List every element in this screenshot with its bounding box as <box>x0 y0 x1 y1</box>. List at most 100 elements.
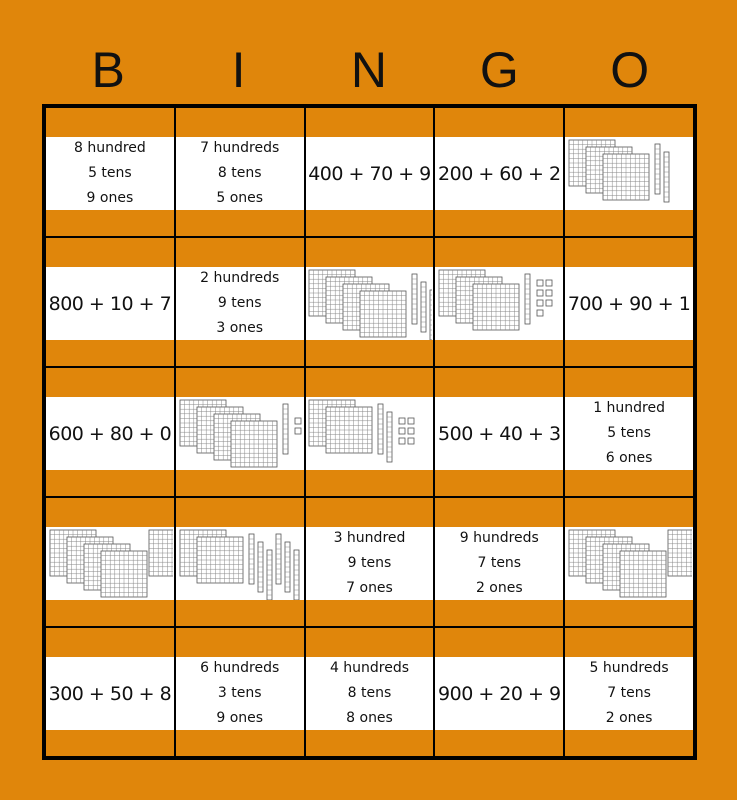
cell-n4[interactable]: 3 hundred 9 tens 7 ones <box>304 497 435 627</box>
header-letter-o: O <box>610 42 650 98</box>
cell-n5[interactable]: 4 hundreds 8 tens 8 ones <box>304 627 435 757</box>
cell-content <box>46 527 174 600</box>
cell-text-line: 6 ones <box>605 450 653 466</box>
hundred-flat <box>148 529 173 576</box>
cell-expression: 400 + 70 + 9 <box>308 162 431 185</box>
base-ten-blocks-image <box>309 269 433 340</box>
cell-content: 400 + 70 + 9 <box>305 137 434 210</box>
hundred-flat <box>667 529 693 576</box>
ten-rod <box>430 289 433 340</box>
cell-content <box>305 267 434 340</box>
cell-text-line: 8 tens <box>347 685 392 701</box>
cell-expression: 200 + 60 + 2 <box>438 162 561 185</box>
cell-g3[interactable]: 500 + 40 + 3 <box>434 367 565 497</box>
ten-rod <box>248 533 255 584</box>
one-cube <box>408 437 415 444</box>
cell-b4[interactable] <box>45 497 175 627</box>
ten-rod <box>421 281 427 332</box>
cell-b1[interactable]: 8 hundred 5 tens 9 ones <box>45 107 175 237</box>
one-cube <box>294 417 302 424</box>
cell-content: 800 + 10 + 7 <box>46 267 174 340</box>
base-ten-blocks-image <box>568 139 670 202</box>
one-cube <box>545 299 553 306</box>
cell-text-line: 3 tens <box>217 685 262 701</box>
cell-expression: 800 + 10 + 7 <box>48 292 172 315</box>
base-ten-blocks-image <box>438 269 553 330</box>
cell-content <box>435 267 564 340</box>
cell-content <box>565 527 693 600</box>
cell-text-line: 8 ones <box>346 710 393 726</box>
cell-expression: 600 + 80 + 0 <box>48 422 172 445</box>
one-cube <box>408 417 415 424</box>
one-cube <box>536 309 544 316</box>
cell-o2[interactable]: 700 + 90 + 1 <box>564 237 694 367</box>
cell-content: 7 hundreds 8 tens 5 ones <box>175 137 304 210</box>
cell-content: 200 + 60 + 2 <box>435 137 564 210</box>
base-ten-blocks-image <box>49 529 173 597</box>
cell-n3[interactable] <box>304 367 435 497</box>
hundred-flat <box>230 420 278 467</box>
cell-g5[interactable]: 900 + 20 + 9 <box>434 627 565 757</box>
hundred-flat <box>472 283 520 330</box>
cell-text-line: 8 hundred <box>73 140 146 156</box>
cell-i4[interactable] <box>174 497 305 627</box>
cell-n1[interactable]: 400 + 70 + 9 <box>304 107 435 237</box>
header-letter-n: N <box>350 42 388 98</box>
header-letter-g: G <box>479 42 519 98</box>
cell-text-line: 9 hundreds <box>459 530 539 546</box>
cell-b3[interactable]: 600 + 80 + 0 <box>45 367 175 497</box>
one-cube <box>536 289 544 296</box>
one-cube <box>294 427 302 434</box>
cell-expression: 300 + 50 + 8 <box>48 682 172 705</box>
cell-g1[interactable]: 200 + 60 + 2 <box>434 107 565 237</box>
cell-content: 700 + 90 + 1 <box>565 267 693 340</box>
one-cube <box>545 289 553 296</box>
cell-text-line: 4 hundreds <box>329 660 410 676</box>
cell-content: 5 hundreds 7 tens 2 ones <box>565 657 693 730</box>
cell-text-line: 9 ones <box>216 710 264 726</box>
cell-text-line: 9 tens <box>347 555 392 571</box>
cell-content <box>175 527 304 600</box>
one-cube <box>536 299 544 306</box>
cell-expression: 900 + 20 + 9 <box>438 682 561 705</box>
ten-rod <box>378 403 384 454</box>
cell-i3[interactable] <box>174 367 305 497</box>
cell-content: 3 hundred 9 tens 7 ones <box>305 527 434 600</box>
cell-i2[interactable]: 2 hundreds 9 tens 3 ones <box>174 237 305 367</box>
cell-g4[interactable]: 9 hundreds 7 tens 2 ones <box>434 497 565 627</box>
one-cube <box>536 279 544 286</box>
cell-o4[interactable] <box>564 497 694 627</box>
cell-content: 6 hundreds 3 tens 9 ones <box>175 657 304 730</box>
cell-text-line: 9 tens <box>217 295 262 311</box>
hundred-flat <box>602 153 650 200</box>
header-letter-b: B <box>91 42 125 98</box>
ten-rod <box>524 273 531 324</box>
hundred-flat <box>360 290 407 337</box>
base-ten-blocks-image <box>179 399 302 467</box>
cell-content: 500 + 40 + 3 <box>435 397 564 470</box>
one-cube <box>399 417 406 424</box>
cell-o1[interactable] <box>564 107 694 237</box>
cell-b5[interactable]: 300 + 50 + 8 <box>45 627 175 757</box>
cell-b2[interactable]: 800 + 10 + 7 <box>45 237 175 367</box>
cell-content <box>565 137 693 210</box>
cell-text-line: 5 tens <box>88 165 132 181</box>
cell-content: 4 hundreds 8 tens 8 ones <box>305 657 434 730</box>
cell-o3[interactable]: 1 hundred 5 tens 6 ones <box>564 367 694 497</box>
cell-content: 9 hundreds 7 tens 2 ones <box>435 527 564 600</box>
hundred-flat <box>619 550 667 597</box>
cell-i5[interactable]: 6 hundreds 3 tens 9 ones <box>174 627 305 757</box>
cell-text-line: 1 hundred <box>593 400 665 416</box>
cell-o5[interactable]: 5 hundreds 7 tens 2 ones <box>564 627 694 757</box>
cell-text-line: 7 ones <box>346 580 393 596</box>
cell-content: 8 hundred 5 tens 9 ones <box>46 137 174 210</box>
cell-expression: 500 + 40 + 3 <box>438 422 561 445</box>
cell-g2[interactable] <box>434 237 565 367</box>
cell-i1[interactable]: 7 hundreds 8 tens 5 ones <box>174 107 305 237</box>
cell-text-line: 2 ones <box>475 580 523 596</box>
cell-text-line: 5 ones <box>216 190 264 206</box>
one-cube <box>399 427 406 434</box>
cell-n2[interactable] <box>304 237 435 367</box>
ten-rod <box>284 541 291 592</box>
ten-rod <box>387 411 393 462</box>
